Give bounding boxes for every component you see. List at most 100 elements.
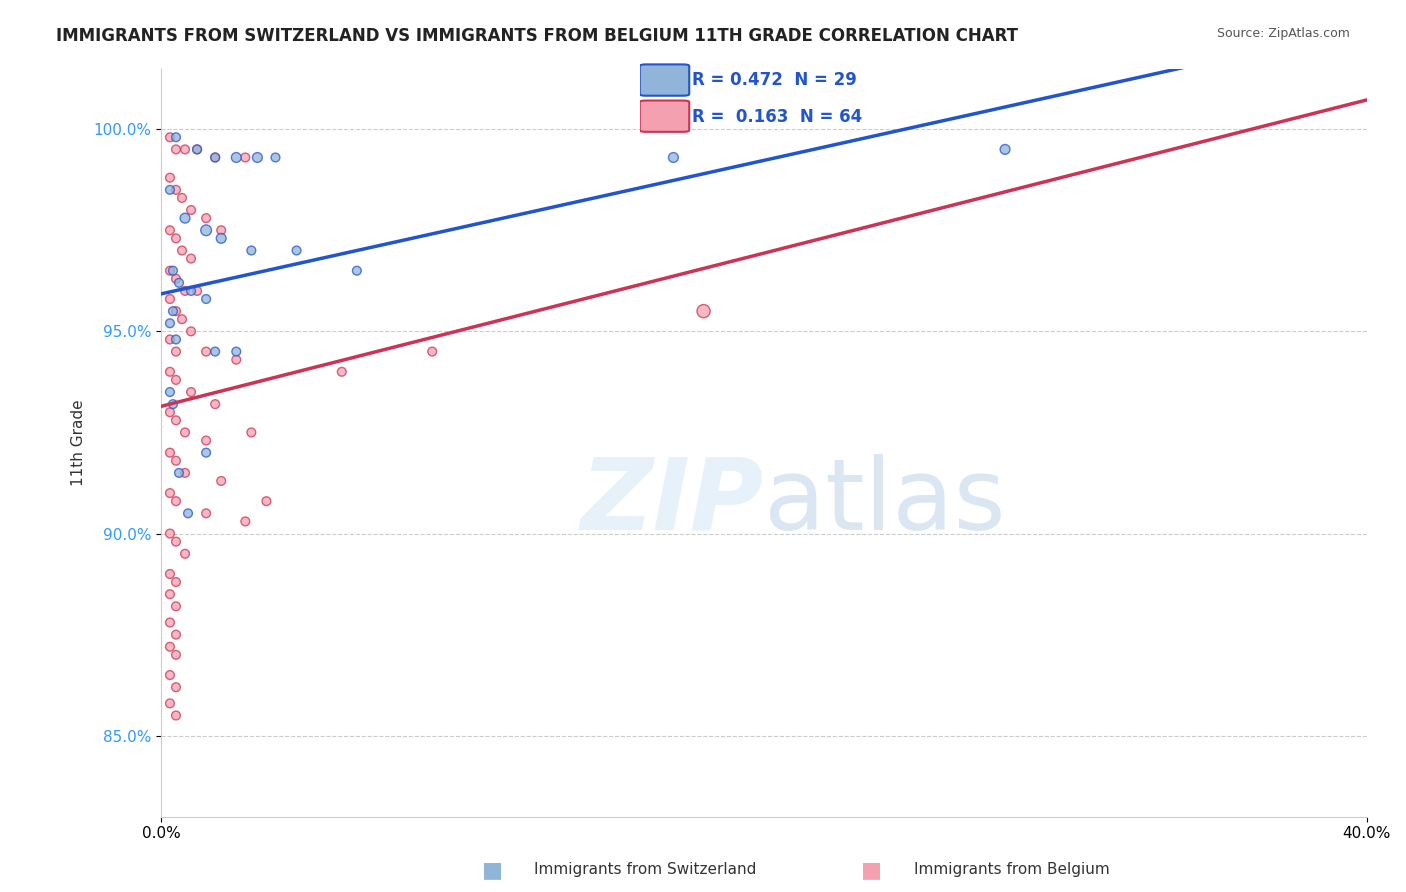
Text: Immigrants from Switzerland: Immigrants from Switzerland (534, 863, 756, 877)
Y-axis label: 11th Grade: 11th Grade (72, 400, 86, 486)
Immigrants from Belgium (233, 151, 256, 165)
Immigrants from Belgium (174, 284, 197, 298)
Immigrants from Belgium (180, 384, 202, 399)
Immigrants from Belgium (165, 708, 187, 723)
Immigrants from Switzerland (165, 130, 187, 145)
Immigrants from Switzerland (174, 211, 197, 226)
Immigrants from Belgium (195, 344, 218, 359)
Text: Immigrants from Belgium: Immigrants from Belgium (914, 863, 1109, 877)
Immigrants from Belgium (330, 365, 353, 379)
Immigrants from Belgium (180, 252, 202, 266)
Immigrants from Switzerland (204, 344, 226, 359)
Immigrants from Belgium (165, 494, 187, 508)
Immigrants from Belgium (165, 627, 187, 641)
Immigrants from Belgium (165, 534, 187, 549)
Immigrants from Belgium (159, 486, 181, 500)
Immigrants from Belgium (170, 191, 193, 205)
Immigrants from Switzerland (162, 304, 184, 318)
Immigrants from Switzerland (264, 151, 287, 165)
Immigrants from Belgium (159, 405, 181, 419)
Immigrants from Switzerland (225, 344, 247, 359)
Immigrants from Belgium (420, 344, 443, 359)
FancyBboxPatch shape (640, 64, 689, 95)
Immigrants from Belgium (159, 170, 181, 185)
Immigrants from Belgium (159, 697, 181, 711)
Immigrants from Belgium (159, 566, 181, 581)
Immigrants from Belgium (165, 454, 187, 468)
Immigrants from Switzerland (159, 384, 181, 399)
Immigrants from Belgium (159, 333, 181, 347)
Immigrants from Belgium (159, 615, 181, 630)
Immigrants from Switzerland (159, 316, 181, 330)
Immigrants from Belgium (165, 373, 187, 387)
Immigrants from Switzerland (285, 244, 308, 258)
Immigrants from Switzerland (240, 244, 263, 258)
Immigrants from Switzerland (162, 263, 184, 277)
Immigrants from Belgium (159, 223, 181, 237)
Immigrants from Belgium (159, 292, 181, 306)
Immigrants from Switzerland (186, 142, 208, 156)
Immigrants from Switzerland (167, 466, 190, 480)
Immigrants from Belgium (254, 494, 277, 508)
Immigrants from Belgium (174, 425, 197, 440)
Immigrants from Switzerland (177, 506, 200, 520)
Immigrants from Belgium (165, 575, 187, 590)
Text: Source: ZipAtlas.com: Source: ZipAtlas.com (1216, 27, 1350, 40)
Immigrants from Belgium (174, 142, 197, 156)
Immigrants from Belgium (159, 263, 181, 277)
Immigrants from Switzerland (195, 292, 218, 306)
Immigrants from Belgium (159, 668, 181, 682)
Immigrants from Switzerland (246, 151, 269, 165)
Immigrants from Belgium (204, 151, 226, 165)
Text: atlas: atlas (763, 454, 1005, 551)
Immigrants from Belgium (170, 244, 193, 258)
Immigrants from Belgium (165, 344, 187, 359)
Immigrants from Switzerland (159, 183, 181, 197)
Immigrants from Belgium (180, 202, 202, 217)
Immigrants from Belgium (159, 130, 181, 145)
Immigrants from Belgium (233, 515, 256, 529)
FancyBboxPatch shape (640, 101, 689, 132)
Immigrants from Belgium (186, 284, 208, 298)
Immigrants from Switzerland (165, 333, 187, 347)
Immigrants from Belgium (159, 526, 181, 541)
Immigrants from Switzerland (994, 142, 1017, 156)
Immigrants from Switzerland (204, 151, 226, 165)
Immigrants from Belgium (159, 587, 181, 601)
Immigrants from Belgium (165, 142, 187, 156)
Immigrants from Belgium (174, 547, 197, 561)
Immigrants from Belgium (165, 183, 187, 197)
Immigrants from Belgium (195, 211, 218, 226)
Immigrants from Switzerland (167, 276, 190, 290)
Immigrants from Belgium (159, 445, 181, 459)
Immigrants from Belgium (195, 434, 218, 448)
Immigrants from Belgium (165, 231, 187, 245)
Text: R = 0.472  N = 29: R = 0.472 N = 29 (692, 71, 858, 89)
Immigrants from Belgium (209, 223, 232, 237)
Immigrants from Belgium (165, 680, 187, 694)
Immigrants from Belgium (209, 474, 232, 488)
Immigrants from Switzerland (180, 284, 202, 298)
Immigrants from Belgium (165, 413, 187, 427)
Text: R =  0.163  N = 64: R = 0.163 N = 64 (692, 108, 862, 126)
Immigrants from Belgium (159, 640, 181, 654)
Immigrants from Belgium (165, 304, 187, 318)
Immigrants from Belgium (180, 324, 202, 338)
Immigrants from Belgium (170, 312, 193, 326)
Immigrants from Switzerland (195, 445, 218, 459)
Immigrants from Belgium (165, 599, 187, 614)
Immigrants from Belgium (159, 365, 181, 379)
Text: ■: ■ (862, 860, 882, 880)
Immigrants from Switzerland (162, 397, 184, 411)
Immigrants from Belgium (174, 466, 197, 480)
Immigrants from Belgium (165, 648, 187, 662)
Text: IMMIGRANTS FROM SWITZERLAND VS IMMIGRANTS FROM BELGIUM 11TH GRADE CORRELATION CH: IMMIGRANTS FROM SWITZERLAND VS IMMIGRANT… (56, 27, 1018, 45)
Immigrants from Belgium (692, 304, 714, 318)
Immigrants from Belgium (204, 397, 226, 411)
Immigrants from Belgium (225, 352, 247, 367)
Immigrants from Belgium (186, 142, 208, 156)
Text: ZIP: ZIP (581, 454, 763, 551)
Immigrants from Belgium (195, 506, 218, 520)
Immigrants from Switzerland (346, 263, 368, 277)
Immigrants from Belgium (240, 425, 263, 440)
